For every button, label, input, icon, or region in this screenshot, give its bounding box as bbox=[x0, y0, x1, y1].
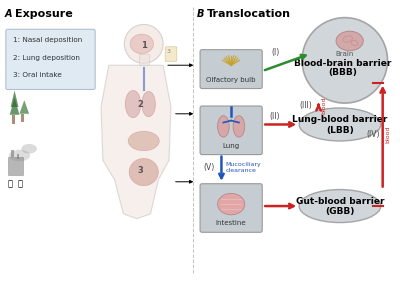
Ellipse shape bbox=[130, 34, 154, 54]
Ellipse shape bbox=[299, 190, 381, 223]
Text: Translocation: Translocation bbox=[207, 9, 291, 19]
Polygon shape bbox=[11, 90, 18, 107]
Text: 3: 3 bbox=[137, 166, 143, 175]
Ellipse shape bbox=[21, 144, 37, 154]
Text: 2: Lung deposition: 2: Lung deposition bbox=[13, 55, 80, 60]
Text: 👷: 👷 bbox=[18, 180, 22, 189]
Text: 👷: 👷 bbox=[8, 180, 13, 189]
Text: (GBB): (GBB) bbox=[325, 207, 355, 216]
Ellipse shape bbox=[129, 158, 158, 186]
Ellipse shape bbox=[218, 193, 245, 215]
Text: Gut-blood barrier: Gut-blood barrier bbox=[296, 197, 384, 206]
Text: B: B bbox=[197, 9, 204, 19]
Ellipse shape bbox=[142, 91, 156, 117]
Ellipse shape bbox=[336, 31, 363, 51]
Ellipse shape bbox=[299, 108, 381, 141]
Polygon shape bbox=[101, 65, 171, 219]
Ellipse shape bbox=[218, 116, 229, 137]
FancyBboxPatch shape bbox=[165, 47, 177, 61]
FancyBboxPatch shape bbox=[139, 54, 149, 65]
Text: Lung-blood barrier: Lung-blood barrier bbox=[292, 115, 388, 124]
Text: 1: Nasal deposition: 1: Nasal deposition bbox=[13, 37, 82, 43]
FancyBboxPatch shape bbox=[6, 29, 95, 90]
Polygon shape bbox=[20, 100, 29, 114]
Text: Exposure: Exposure bbox=[14, 9, 72, 19]
Text: (BBB): (BBB) bbox=[328, 69, 357, 78]
Text: 3: Oral intake: 3: Oral intake bbox=[13, 72, 62, 78]
Ellipse shape bbox=[125, 90, 141, 118]
Text: blood: blood bbox=[386, 125, 390, 143]
FancyBboxPatch shape bbox=[200, 106, 262, 155]
Text: blood: blood bbox=[322, 96, 326, 114]
Text: Lung: Lung bbox=[222, 143, 240, 149]
Text: (V): (V) bbox=[203, 163, 214, 172]
Polygon shape bbox=[10, 97, 20, 115]
Circle shape bbox=[302, 18, 388, 103]
Text: 2: 2 bbox=[137, 99, 143, 108]
Text: Mucociliary
clearance: Mucociliary clearance bbox=[225, 162, 261, 173]
Text: Brain: Brain bbox=[336, 51, 354, 56]
Text: 1: 1 bbox=[141, 41, 147, 50]
Text: (LBB): (LBB) bbox=[326, 126, 354, 135]
Text: (II): (II) bbox=[270, 112, 280, 121]
Text: Intestine: Intestine bbox=[216, 221, 246, 226]
FancyBboxPatch shape bbox=[11, 150, 14, 157]
FancyBboxPatch shape bbox=[21, 114, 24, 122]
Text: 3: 3 bbox=[166, 49, 170, 54]
FancyBboxPatch shape bbox=[200, 184, 262, 232]
FancyBboxPatch shape bbox=[8, 157, 23, 175]
Text: (IV): (IV) bbox=[366, 130, 380, 139]
FancyBboxPatch shape bbox=[16, 154, 20, 159]
Text: (III): (III) bbox=[299, 101, 312, 110]
Ellipse shape bbox=[9, 150, 30, 161]
Ellipse shape bbox=[128, 131, 159, 151]
Circle shape bbox=[124, 24, 163, 63]
Text: Olfactory bulb: Olfactory bulb bbox=[206, 77, 256, 83]
Text: A: A bbox=[5, 9, 12, 19]
Text: Blood-brain barrier: Blood-brain barrier bbox=[294, 59, 392, 68]
Ellipse shape bbox=[233, 116, 245, 137]
FancyBboxPatch shape bbox=[12, 115, 14, 124]
Text: (I): (I) bbox=[272, 48, 280, 57]
FancyBboxPatch shape bbox=[200, 50, 262, 89]
